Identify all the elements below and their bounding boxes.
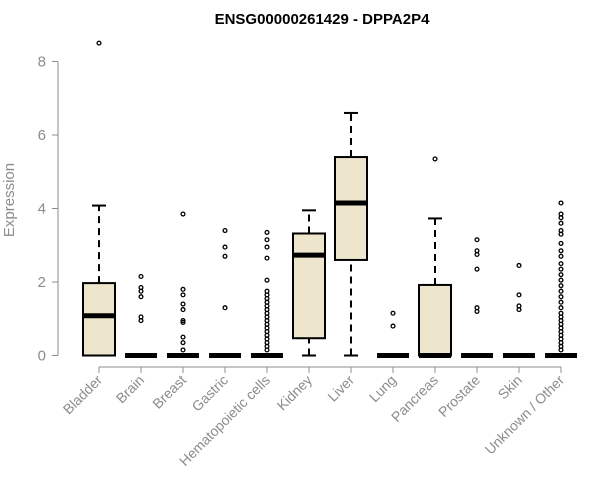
outlier-point bbox=[222, 244, 228, 250]
outlier-point bbox=[96, 40, 102, 46]
x-tick-label: Skin bbox=[495, 372, 526, 403]
chart-title: ENSG00000261429 - DPPA2P4 bbox=[215, 11, 431, 28]
outlier-point bbox=[474, 251, 480, 257]
iqr-box bbox=[292, 232, 326, 340]
outlier-point bbox=[180, 318, 186, 324]
outlier-point bbox=[180, 301, 186, 307]
x-tick-label: Kidney bbox=[274, 372, 316, 414]
outlier-point bbox=[516, 262, 522, 269]
outlier-point bbox=[138, 318, 144, 324]
outlier-point bbox=[264, 229, 270, 235]
outlier-point bbox=[558, 277, 564, 283]
outlier-point bbox=[390, 323, 396, 329]
outlier-point bbox=[474, 308, 480, 314]
outlier-point bbox=[558, 347, 564, 353]
outlier-point bbox=[474, 266, 480, 272]
x-tick-label: Breast bbox=[149, 372, 189, 412]
outlier-point bbox=[558, 220, 564, 226]
outlier-point bbox=[390, 310, 396, 316]
outlier-point bbox=[264, 237, 270, 243]
x-tick-label: Liver bbox=[324, 372, 357, 405]
y-tick-label: 6 bbox=[38, 127, 46, 144]
outlier-point bbox=[558, 266, 564, 272]
outlier-point bbox=[558, 288, 564, 294]
outlier-point bbox=[558, 215, 564, 221]
outlier-point bbox=[264, 277, 270, 283]
outlier-point bbox=[558, 272, 564, 278]
outlier-point bbox=[138, 294, 144, 300]
iqr-box bbox=[82, 282, 116, 357]
x-tick-label: Unknown / Other bbox=[482, 372, 568, 458]
outlier-point bbox=[264, 244, 270, 250]
x-tick-label: Prostate bbox=[435, 372, 483, 420]
outlier-point bbox=[558, 305, 564, 311]
outlier-point bbox=[222, 253, 228, 259]
outlier-point bbox=[558, 240, 564, 246]
y-axis-label: Expression bbox=[1, 163, 18, 237]
outlier-point bbox=[180, 319, 186, 325]
outlier-point bbox=[180, 307, 186, 313]
outlier-point bbox=[180, 334, 186, 340]
outlier-point bbox=[558, 261, 564, 267]
outlier-point bbox=[558, 299, 564, 305]
outlier-point bbox=[180, 286, 186, 292]
y-tick-label: 8 bbox=[38, 54, 46, 71]
y-tick-label: 4 bbox=[38, 201, 46, 218]
x-tick-label: Bladder bbox=[60, 372, 106, 418]
outlier-point bbox=[558, 200, 564, 206]
outlier-point bbox=[180, 340, 186, 346]
outlier-point bbox=[558, 294, 564, 300]
outlier-point bbox=[474, 237, 480, 243]
outlier-point bbox=[432, 156, 438, 162]
outlier-point bbox=[180, 347, 186, 353]
outlier-point bbox=[516, 292, 522, 298]
outlier-point bbox=[558, 283, 564, 289]
outlier-point bbox=[180, 292, 186, 298]
y-tick-label: 2 bbox=[38, 274, 46, 291]
outlier-point bbox=[264, 347, 270, 353]
outlier-point bbox=[558, 248, 564, 254]
x-tick-label: Pancreas bbox=[388, 372, 441, 425]
outlier-point bbox=[222, 305, 228, 311]
outlier-point bbox=[138, 273, 144, 280]
x-tick-label: Lung bbox=[366, 372, 399, 405]
outlier-point bbox=[558, 253, 564, 259]
outlier-point bbox=[264, 255, 270, 261]
outlier-point bbox=[180, 211, 186, 217]
x-tick-label: Brain bbox=[113, 372, 147, 406]
iqr-box bbox=[418, 283, 452, 357]
outlier-point bbox=[138, 288, 144, 294]
iqr-box bbox=[334, 156, 368, 261]
outlier-point bbox=[558, 231, 564, 237]
outlier-point bbox=[516, 307, 522, 313]
outlier-point bbox=[222, 228, 228, 234]
y-tick-label: 0 bbox=[38, 348, 46, 365]
